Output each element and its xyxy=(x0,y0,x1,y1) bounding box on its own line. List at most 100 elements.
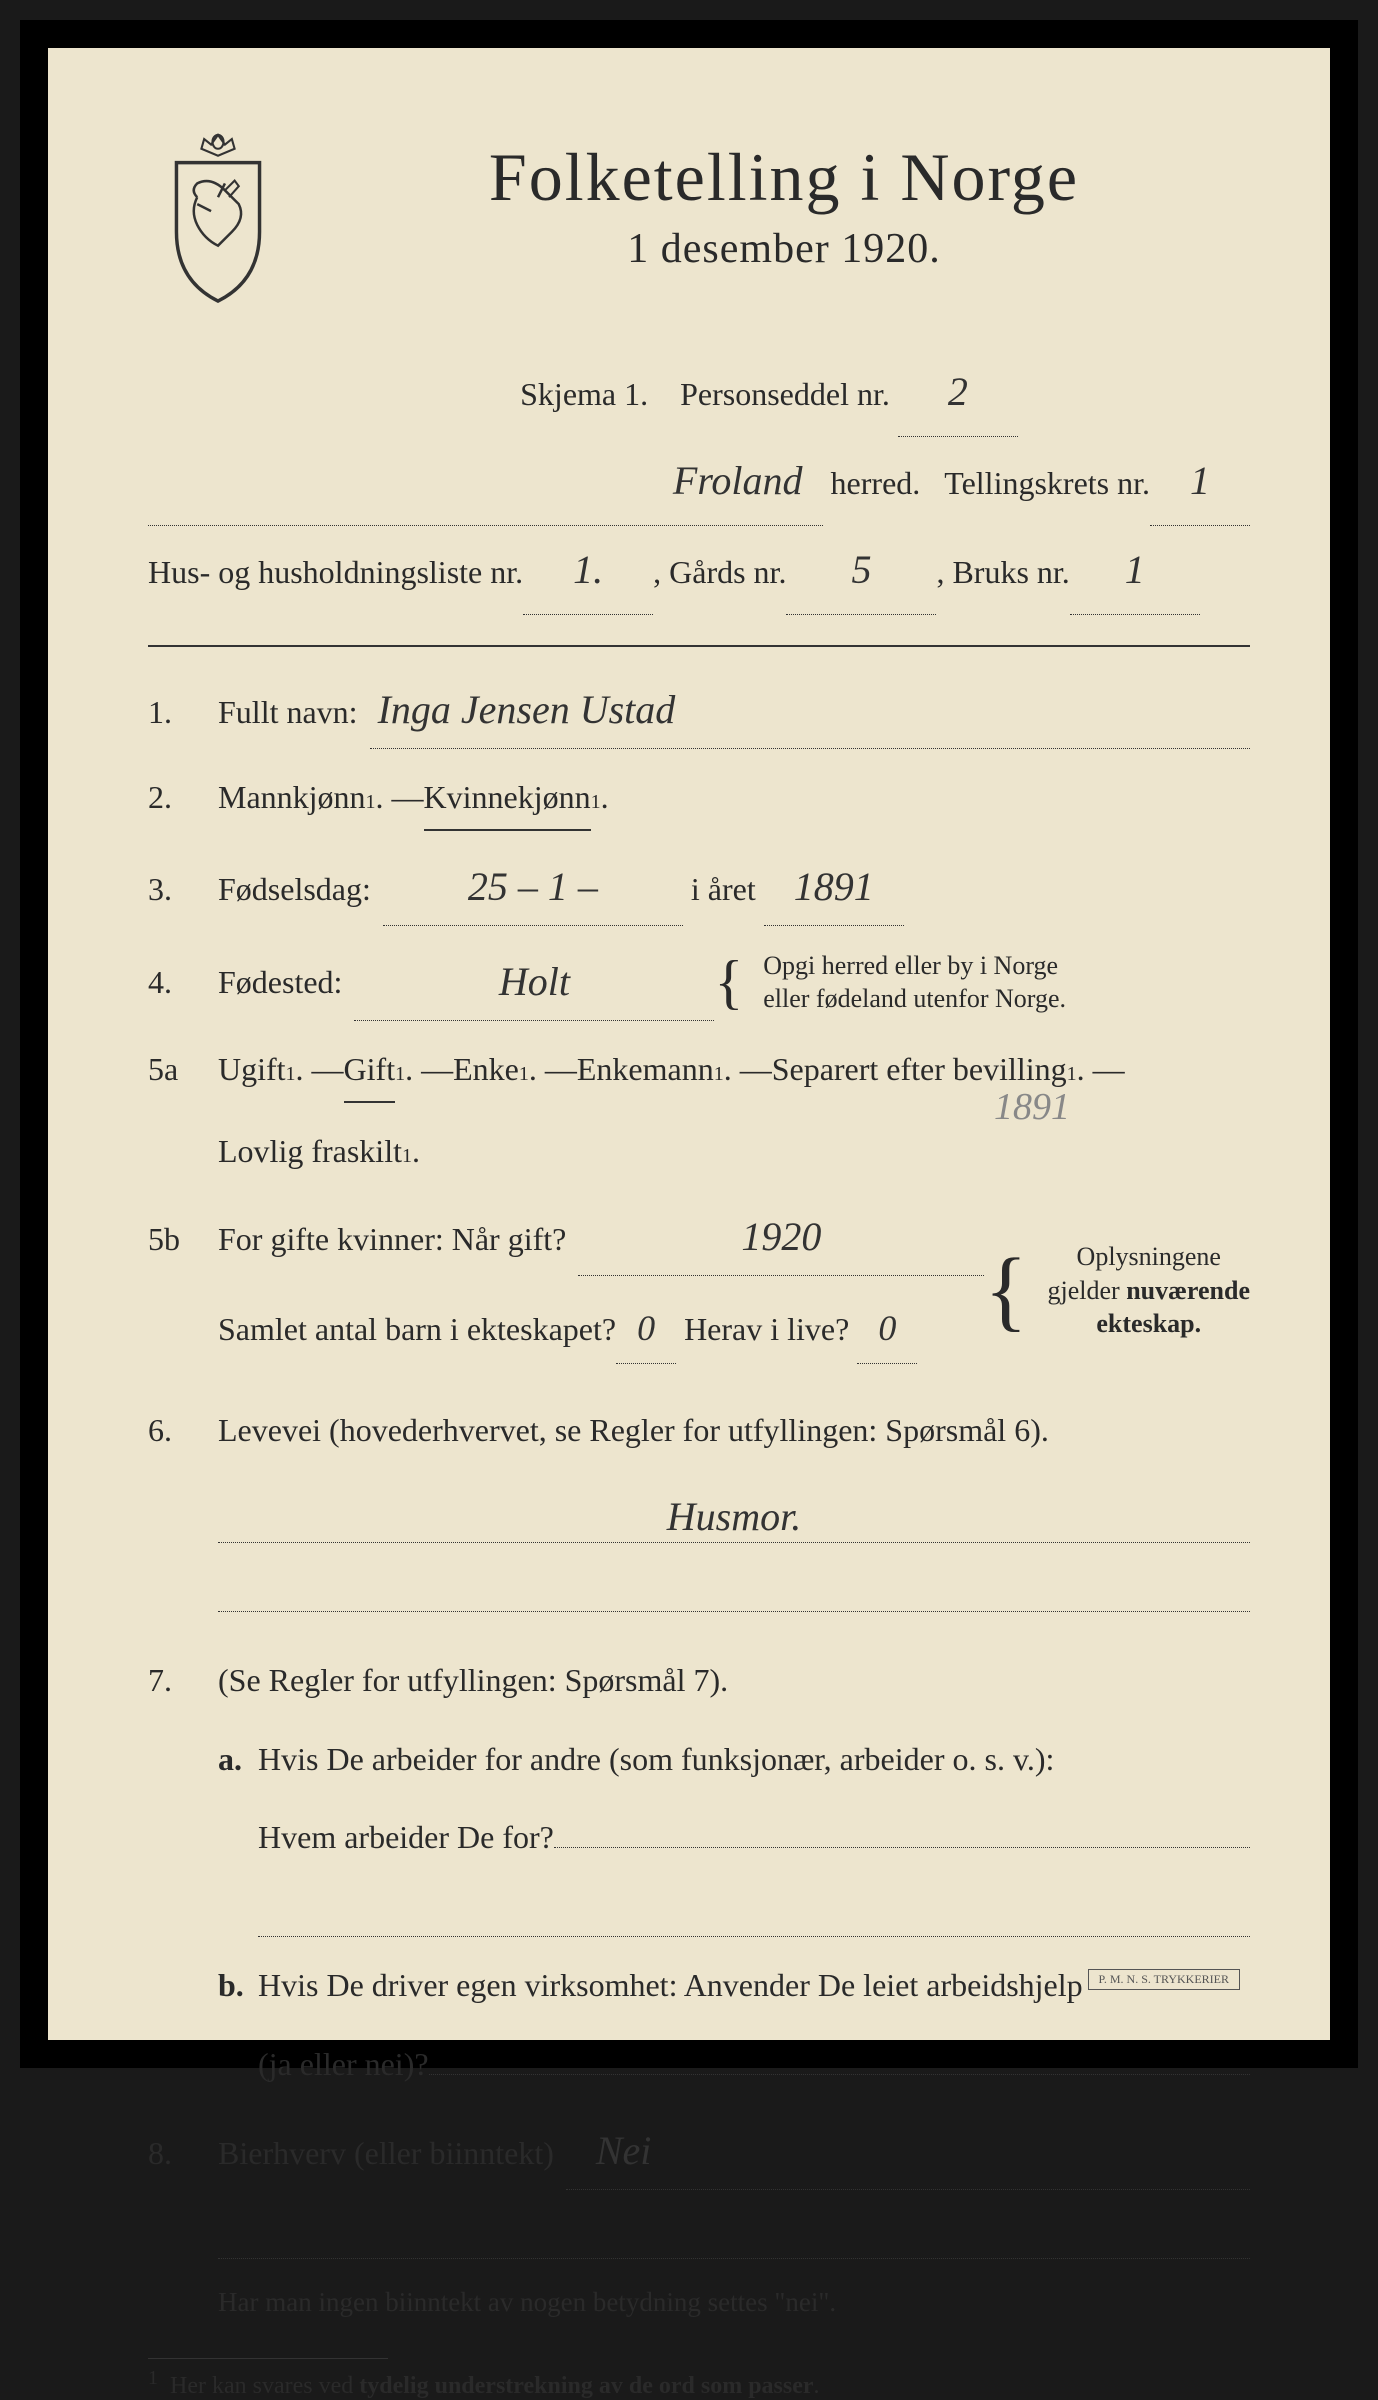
q2-sup2: 1 xyxy=(591,783,601,821)
q2-row: 2. Mannkjønn1. — Kvinnekjønn1. xyxy=(148,767,1250,831)
q4-note2: eller fødeland utenfor Norge. xyxy=(763,984,1066,1013)
bruks-label: , Bruks nr. xyxy=(936,537,1069,607)
meta-line-3: Hus- og husholdningsliste nr. 1. , Gårds… xyxy=(148,526,1250,615)
q7b-letter: b. xyxy=(218,1955,258,2016)
q2-sup1: 1 xyxy=(366,783,376,821)
q6-value: Husmor. xyxy=(218,1479,1250,1543)
q5a-row: 5a Ugift1. — Gift1. — Enke1. — Enkemann1… xyxy=(148,1039,1250,1103)
q8-blank xyxy=(218,2208,1250,2259)
q1-num: 1. xyxy=(148,682,218,743)
header: Folketelling i Norge 1 desember 1920. xyxy=(148,108,1250,308)
q4-value: Holt xyxy=(354,944,714,1021)
q7-label: (Se Regler for utfyllingen: Spørsmål 7). xyxy=(218,1650,728,1711)
footnote-text: Her kan svares ved tydelig understreknin… xyxy=(170,2373,820,2399)
q3-date: 25 – 1 – xyxy=(383,849,683,926)
q6-num: 6. xyxy=(148,1400,218,1461)
q4-note1: Opgi herred eller by i Norge xyxy=(763,951,1058,980)
q7a-row1: a. Hvis De arbeider for andre (som funks… xyxy=(218,1729,1250,1790)
q5a-num: 5a xyxy=(148,1039,218,1100)
q6-blank xyxy=(218,1561,1250,1612)
form-metadata: Skjema 1. Personseddel nr. 2 Froland her… xyxy=(148,348,1250,615)
q3-year-label: i året xyxy=(691,859,756,920)
q5a-opt3: Enkemann xyxy=(577,1039,714,1100)
coat-of-arms-icon xyxy=(148,128,288,308)
q1-value: Inga Jensen Ustad xyxy=(370,672,1250,749)
q5b-row: 5b For gifte kvinner: Når gift? 1920 Sam… xyxy=(148,1199,1250,1381)
q5b-n2: gjelder nuværende xyxy=(1048,1276,1250,1305)
schema-label: Skjema 1. xyxy=(520,376,648,412)
q2-female: Kvinnekjønn xyxy=(424,767,591,831)
q5a-row2: Lovlig fraskilt1. 1891 xyxy=(218,1121,1250,1182)
printer-stamp: P. M. N. S. TRYKKERIER xyxy=(1088,1969,1240,1990)
herred-label: herred. xyxy=(831,448,921,518)
gards-label: , Gårds nr. xyxy=(653,537,786,607)
subtitle: 1 desember 1920. xyxy=(318,225,1250,273)
q5a-opt1: Gift xyxy=(344,1039,396,1103)
q5a-opt5: Lovlig fraskilt xyxy=(218,1121,402,1182)
q6-row: 6. Levevei (hovederhvervet, se Regler fo… xyxy=(148,1400,1250,1461)
main-title: Folketelling i Norge xyxy=(318,138,1250,217)
personseddel-label: Personseddel nr. xyxy=(680,376,890,412)
q5b-note: Oplysningene gjelder nuværende ekteskap. xyxy=(1048,1240,1250,1341)
tellingskrets-value: 1 xyxy=(1150,437,1250,526)
q7a-letter: a. xyxy=(218,1729,258,1790)
q1-row: 1. Fullt navn: Inga Jensen Ustad xyxy=(148,672,1250,749)
q5b-n1: Oplysningene xyxy=(1077,1242,1221,1271)
divider xyxy=(148,645,1250,647)
q8-row: 8. Bierhverv (eller biinntekt) Nei xyxy=(148,2113,1250,2190)
q7-row: 7. (Se Regler for utfyllingen: Spørsmål … xyxy=(148,1650,1250,1711)
husliste-value: 1. xyxy=(523,526,653,615)
q3-num: 3. xyxy=(148,859,218,920)
footnote-separator xyxy=(148,2358,388,2359)
q3-year: 1891 xyxy=(764,849,904,926)
footnote: 1 Her kan svares ved tydelig understrekn… xyxy=(148,2367,1250,2400)
q7b-line1: Hvis De driver egen virksomhet: Anvender… xyxy=(258,1955,1083,2016)
q5b-n3: ekteskap. xyxy=(1096,1309,1201,1338)
q3-row: 3. Fødselsdag: 25 – 1 – i året 1891 xyxy=(148,849,1250,926)
q7b-row2: (ja eller nei)? xyxy=(218,2034,1250,2095)
meta-line-1: Skjema 1. Personseddel nr. 2 xyxy=(288,348,1250,437)
q4-note: Opgi herred eller by i Norge eller fødel… xyxy=(763,949,1066,1017)
q7b-line2: (ja eller nei)? xyxy=(258,2034,429,2095)
q7b-value xyxy=(429,2074,1250,2075)
personseddel-value: 2 xyxy=(898,348,1018,437)
q1-label: Fullt navn: xyxy=(218,682,358,743)
q5b-l2a-value: 0 xyxy=(616,1294,676,1363)
q5b-l2b-value: 0 xyxy=(857,1294,917,1363)
q4-num: 4. xyxy=(148,952,218,1013)
q6-label: Levevei (hovederhvervet, se Regler for u… xyxy=(218,1400,1049,1461)
q7a-value xyxy=(554,1847,1250,1848)
q4-label: Fødested: xyxy=(218,952,342,1013)
husliste-label: Hus- og husholdningsliste nr. xyxy=(148,537,523,607)
q7-num: 7. xyxy=(148,1650,218,1711)
q2-num: 2. xyxy=(148,767,218,828)
q7a-line2: Hvem arbeider De for? xyxy=(258,1807,554,1868)
census-form-page: Folketelling i Norge 1 desember 1920. Sk… xyxy=(20,20,1358,2068)
brace-icon: { xyxy=(714,958,743,1006)
title-block: Folketelling i Norge 1 desember 1920. xyxy=(318,108,1250,273)
q7a-blank xyxy=(258,1886,1250,1937)
q2-dash: . — xyxy=(376,767,424,828)
bruks-value: 1 xyxy=(1070,526,1200,615)
q5a-opt2: Enke xyxy=(453,1039,519,1100)
q8-value: Nei xyxy=(566,2113,1250,2190)
q5a-opt0: Ugift xyxy=(218,1039,286,1100)
q8-num: 8. xyxy=(148,2123,218,2184)
herred-value: Froland xyxy=(148,437,823,526)
q5b-l1-value: 1920 xyxy=(578,1199,984,1276)
q2-period: . xyxy=(601,767,609,828)
pencil-year: 1891 xyxy=(994,1071,1070,1143)
q5b-num: 5b xyxy=(148,1209,218,1270)
q5b-l2b-label: Herav i live? xyxy=(684,1299,849,1360)
questions: 1. Fullt navn: Inga Jensen Ustad 2. Mann… xyxy=(148,672,1250,2328)
gards-value: 5 xyxy=(786,526,936,615)
q2-male: Mannkjønn xyxy=(218,767,366,828)
q5b-l2a-label: Samlet antal barn i ekteskapet? xyxy=(218,1299,616,1360)
note8: Har man ingen biinntekt av nogen betydni… xyxy=(218,2277,1250,2328)
brace-icon: { xyxy=(984,1255,1027,1327)
q7a-row2: Hvem arbeider De for? xyxy=(218,1807,1250,1868)
q8-label: Bierhverv (eller biinntekt) xyxy=(218,2123,554,2184)
meta-line-2: Froland herred. Tellingskrets nr. 1 xyxy=(148,437,1250,526)
q3-label: Fødselsdag: xyxy=(218,859,371,920)
tellingskrets-label: Tellingskrets nr. xyxy=(944,448,1150,518)
